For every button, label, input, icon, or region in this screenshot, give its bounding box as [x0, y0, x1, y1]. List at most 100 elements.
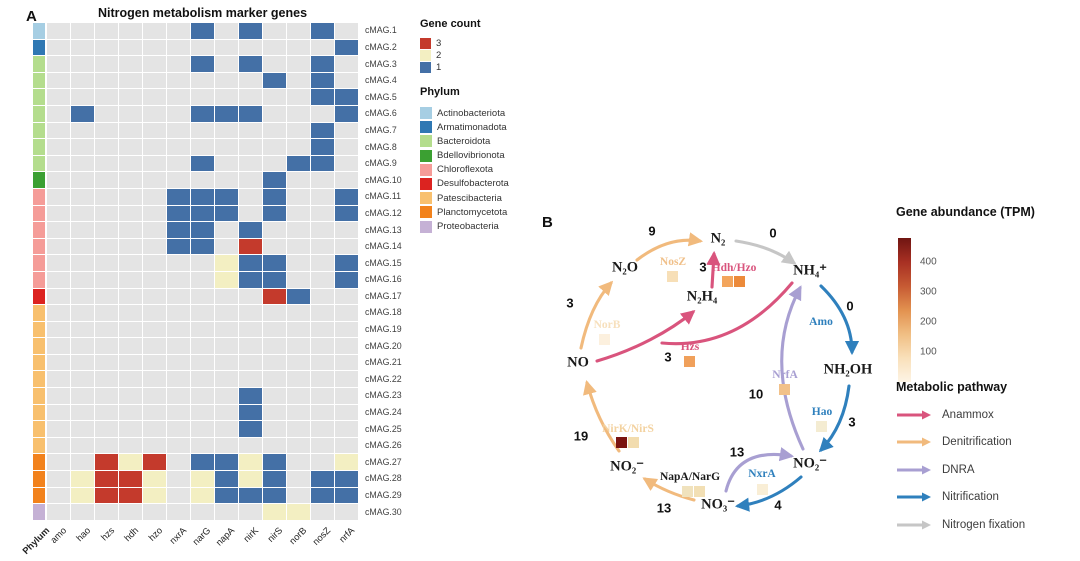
heatmap-cell [215, 39, 238, 56]
heatmap-cell [143, 454, 166, 471]
heatmap-cell [47, 487, 70, 504]
heatmap-cell [335, 139, 358, 155]
heatmap-cell [263, 437, 286, 454]
legend-label: Denitrification [942, 436, 1012, 448]
heatmap-cell [167, 321, 190, 338]
heatmap-cell [95, 487, 118, 504]
heatmap-cell [143, 255, 166, 271]
heatmap-cell [311, 421, 334, 437]
heatmap-cell [239, 105, 262, 122]
heatmap-cell [263, 288, 286, 305]
tpm-heat-square [628, 437, 639, 448]
heatmap-cell [287, 188, 310, 205]
heatmap-cell [119, 56, 142, 72]
heatmap-cell [263, 23, 286, 39]
node-n2o: N₂O [611, 259, 639, 276]
heatmap-cell [239, 437, 262, 454]
heatmap-cell [143, 89, 166, 105]
heatmap-cell [71, 23, 94, 39]
metabolic-pathway-legend: Metabolic pathway Anammox Denitrification… [896, 380, 1025, 532]
heatmap-cell [167, 23, 190, 39]
heatmap-cell [47, 255, 70, 271]
heatmap-cell [71, 39, 94, 56]
heatmap-cell [263, 172, 286, 188]
heatmap-cell [335, 23, 358, 39]
phylum-cell [33, 404, 45, 421]
heatmap-cell [287, 471, 310, 487]
heatmap-cell [95, 122, 118, 139]
heatmap-cell [167, 238, 190, 255]
heatmap-cell [311, 39, 334, 56]
heatmap-cell [95, 89, 118, 105]
heatmap-cell [143, 487, 166, 504]
heatmap-cell [263, 139, 286, 155]
legend-swatch [420, 163, 432, 176]
enzyme-norb: NorB [593, 319, 621, 331]
row-label: cMAG.27 [365, 456, 402, 467]
heatmap-cell [71, 188, 94, 205]
count-norb: 3 [566, 295, 574, 311]
heatmap-cell [47, 89, 70, 105]
heatmap-cell [335, 205, 358, 222]
heatmap-cell [311, 238, 334, 255]
gene-abundance-title: Gene abundance (TPM) [896, 205, 1035, 219]
heatmap-cell [191, 139, 214, 155]
row-label: cMAG.19 [365, 324, 402, 335]
heatmap-cell [191, 105, 214, 122]
enzyme-nrfa: NrfA [772, 369, 798, 381]
heatmap-cell [311, 205, 334, 222]
heatmap-cell [167, 139, 190, 155]
heatmap-row: cMAG.8 [33, 139, 402, 155]
legend-label: Armatimonadota [437, 121, 507, 133]
heatmap-row: cMAG.3 [33, 56, 402, 72]
heatmap-cell [167, 56, 190, 72]
heatmap-cell [95, 105, 118, 122]
heatmap-cell [119, 105, 142, 122]
heatmap-cell [47, 305, 70, 321]
heatmap-cell [215, 222, 238, 238]
heatmap-cell [335, 321, 358, 338]
heatmap-cell [95, 39, 118, 56]
heatmap-cell [191, 89, 214, 105]
heatmap-cell [335, 454, 358, 471]
heatmap-cell [287, 139, 310, 155]
row-label: cMAG.23 [365, 390, 402, 401]
row-label: cMAG.10 [365, 174, 402, 185]
legend-label: Proteobacteria [437, 221, 499, 232]
heatmap-cell [239, 471, 262, 487]
heatmap-cell [47, 404, 70, 421]
heatmap-cell [215, 72, 238, 89]
heatmap-cell [287, 72, 310, 89]
heatmap-cell [335, 421, 358, 437]
heatmap-row: cMAG.17 [33, 288, 402, 305]
row-label: cMAG.26 [365, 440, 402, 451]
heatmap-cell [263, 504, 286, 520]
row-label: cMAG.28 [365, 473, 402, 484]
heatmap-cell [119, 23, 142, 39]
legend-label: Nitrogen fixation [942, 518, 1026, 531]
heatmap-cell [95, 388, 118, 404]
heatmap-cell [119, 39, 142, 56]
heatmap-cell [215, 388, 238, 404]
heatmap-cell [143, 371, 166, 388]
heatmap-cell [47, 271, 70, 288]
count-hao: 3 [848, 414, 856, 430]
heatmap-cell [239, 139, 262, 155]
heatmap-cell [95, 338, 118, 354]
legend-swatch [420, 50, 431, 61]
heatmap-cell [287, 288, 310, 305]
heatmap-cell [119, 271, 142, 288]
heatmap-cell [143, 354, 166, 371]
heatmap-cell [71, 56, 94, 72]
heatmap-cell [335, 388, 358, 404]
phylum-legend-item: Bdellovibrionota [420, 149, 509, 162]
arrow-n2o-to-n2 [635, 232, 704, 262]
heatmap-cell [215, 305, 238, 321]
heatmap-row: cMAG.20 [33, 338, 402, 354]
count-amo: 0 [846, 298, 854, 314]
heatmap-cell [311, 255, 334, 271]
heatmap-cell [215, 23, 238, 39]
heatmap-cell [335, 288, 358, 305]
heatmap-row: cMAG.29 [33, 487, 402, 504]
phylum-cell [33, 388, 45, 404]
